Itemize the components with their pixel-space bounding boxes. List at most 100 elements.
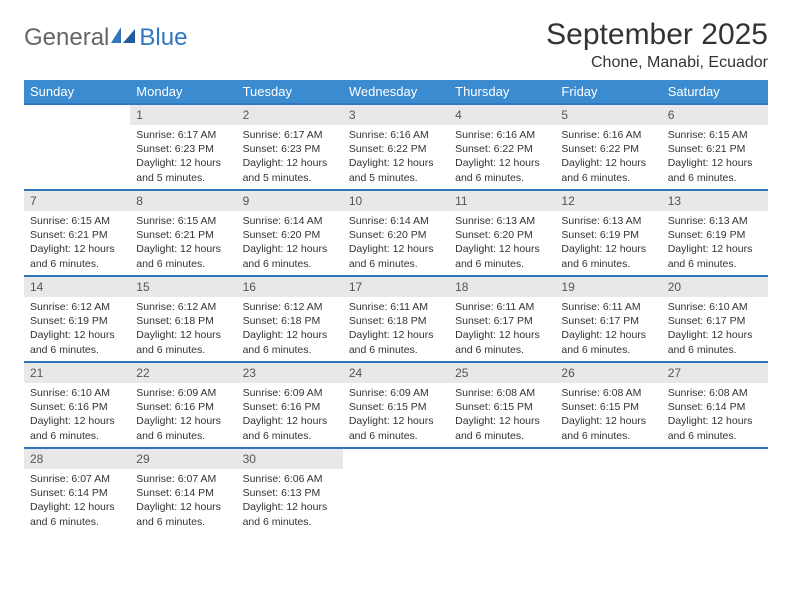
day-number: 14 xyxy=(24,277,130,297)
calendar-week-row: 1Sunrise: 6:17 AMSunset: 6:23 PMDaylight… xyxy=(24,104,768,190)
sunset-text: Sunset: 6:17 PM xyxy=(668,314,762,328)
daylight-text: Daylight: 12 hours and 6 minutes. xyxy=(455,242,549,270)
weekday-header: Friday xyxy=(555,80,661,104)
weekday-header: Sunday xyxy=(24,80,130,104)
sunrise-text: Sunrise: 6:06 AM xyxy=(243,472,337,486)
sunset-text: Sunset: 6:20 PM xyxy=(349,228,443,242)
day-details: Sunrise: 6:13 AMSunset: 6:19 PMDaylight:… xyxy=(662,211,768,275)
weekday-header: Wednesday xyxy=(343,80,449,104)
calendar-day-cell: 11Sunrise: 6:13 AMSunset: 6:20 PMDayligh… xyxy=(449,190,555,276)
sunrise-text: Sunrise: 6:10 AM xyxy=(30,386,124,400)
sunrise-text: Sunrise: 6:12 AM xyxy=(30,300,124,314)
weekday-header: Monday xyxy=(130,80,236,104)
calendar-week-row: 14Sunrise: 6:12 AMSunset: 6:19 PMDayligh… xyxy=(24,276,768,362)
sunrise-text: Sunrise: 6:09 AM xyxy=(243,386,337,400)
day-details: Sunrise: 6:12 AMSunset: 6:18 PMDaylight:… xyxy=(130,297,236,361)
day-number: 16 xyxy=(237,277,343,297)
day-number: 9 xyxy=(237,191,343,211)
sunset-text: Sunset: 6:17 PM xyxy=(455,314,549,328)
calendar-day-cell: 10Sunrise: 6:14 AMSunset: 6:20 PMDayligh… xyxy=(343,190,449,276)
calendar-day-cell: 30Sunrise: 6:06 AMSunset: 6:13 PMDayligh… xyxy=(237,448,343,534)
calendar-day-cell: 28Sunrise: 6:07 AMSunset: 6:14 PMDayligh… xyxy=(24,448,130,534)
day-details: Sunrise: 6:13 AMSunset: 6:19 PMDaylight:… xyxy=(555,211,661,275)
daylight-text: Daylight: 12 hours and 6 minutes. xyxy=(30,242,124,270)
day-number: 21 xyxy=(24,363,130,383)
header: General Blue September 2025 Chone, Manab… xyxy=(24,18,768,72)
location: Chone, Manabi, Ecuador xyxy=(546,54,768,72)
calendar-day-cell xyxy=(24,104,130,190)
daylight-text: Daylight: 12 hours and 6 minutes. xyxy=(30,328,124,356)
daylight-text: Daylight: 12 hours and 6 minutes. xyxy=(668,242,762,270)
day-details: Sunrise: 6:09 AMSunset: 6:16 PMDaylight:… xyxy=(237,383,343,447)
day-number: 11 xyxy=(449,191,555,211)
calendar-day-cell xyxy=(343,448,449,534)
sunset-text: Sunset: 6:15 PM xyxy=(561,400,655,414)
sunrise-text: Sunrise: 6:15 AM xyxy=(136,214,230,228)
daylight-text: Daylight: 12 hours and 6 minutes. xyxy=(668,414,762,442)
daylight-text: Daylight: 12 hours and 6 minutes. xyxy=(136,242,230,270)
day-details: Sunrise: 6:12 AMSunset: 6:18 PMDaylight:… xyxy=(237,297,343,361)
day-number: 5 xyxy=(555,105,661,125)
day-details: Sunrise: 6:17 AMSunset: 6:23 PMDaylight:… xyxy=(130,125,236,189)
day-details: Sunrise: 6:12 AMSunset: 6:19 PMDaylight:… xyxy=(24,297,130,361)
weekday-header: Thursday xyxy=(449,80,555,104)
day-number: 24 xyxy=(343,363,449,383)
daylight-text: Daylight: 12 hours and 6 minutes. xyxy=(243,500,337,528)
sunset-text: Sunset: 6:22 PM xyxy=(455,142,549,156)
sunrise-text: Sunrise: 6:13 AM xyxy=(668,214,762,228)
calendar-day-cell: 14Sunrise: 6:12 AMSunset: 6:19 PMDayligh… xyxy=(24,276,130,362)
sunrise-text: Sunrise: 6:11 AM xyxy=(349,300,443,314)
calendar-day-cell: 8Sunrise: 6:15 AMSunset: 6:21 PMDaylight… xyxy=(130,190,236,276)
day-details: Sunrise: 6:08 AMSunset: 6:15 PMDaylight:… xyxy=(449,383,555,447)
calendar-day-cell: 29Sunrise: 6:07 AMSunset: 6:14 PMDayligh… xyxy=(130,448,236,534)
calendar-day-cell: 15Sunrise: 6:12 AMSunset: 6:18 PMDayligh… xyxy=(130,276,236,362)
sunset-text: Sunset: 6:14 PM xyxy=(136,486,230,500)
day-number: 10 xyxy=(343,191,449,211)
daylight-text: Daylight: 12 hours and 6 minutes. xyxy=(243,328,337,356)
sunset-text: Sunset: 6:16 PM xyxy=(30,400,124,414)
weekday-header: Saturday xyxy=(662,80,768,104)
calendar-week-row: 28Sunrise: 6:07 AMSunset: 6:14 PMDayligh… xyxy=(24,448,768,534)
sunrise-text: Sunrise: 6:16 AM xyxy=(455,128,549,142)
sunset-text: Sunset: 6:20 PM xyxy=(455,228,549,242)
day-details: Sunrise: 6:16 AMSunset: 6:22 PMDaylight:… xyxy=(555,125,661,189)
day-details: Sunrise: 6:10 AMSunset: 6:16 PMDaylight:… xyxy=(24,383,130,447)
sunset-text: Sunset: 6:22 PM xyxy=(349,142,443,156)
daylight-text: Daylight: 12 hours and 6 minutes. xyxy=(243,414,337,442)
day-details: Sunrise: 6:09 AMSunset: 6:15 PMDaylight:… xyxy=(343,383,449,447)
daylight-text: Daylight: 12 hours and 6 minutes. xyxy=(349,414,443,442)
sunrise-text: Sunrise: 6:10 AM xyxy=(668,300,762,314)
sunrise-text: Sunrise: 6:07 AM xyxy=(30,472,124,486)
day-details: Sunrise: 6:15 AMSunset: 6:21 PMDaylight:… xyxy=(130,211,236,275)
sunset-text: Sunset: 6:21 PM xyxy=(668,142,762,156)
day-number: 17 xyxy=(343,277,449,297)
calendar-day-cell: 4Sunrise: 6:16 AMSunset: 6:22 PMDaylight… xyxy=(449,104,555,190)
calendar-day-cell: 6Sunrise: 6:15 AMSunset: 6:21 PMDaylight… xyxy=(662,104,768,190)
daylight-text: Daylight: 12 hours and 6 minutes. xyxy=(136,328,230,356)
day-number: 30 xyxy=(237,449,343,469)
daylight-text: Daylight: 12 hours and 5 minutes. xyxy=(243,156,337,184)
calendar-day-cell: 22Sunrise: 6:09 AMSunset: 6:16 PMDayligh… xyxy=(130,362,236,448)
day-number: 12 xyxy=(555,191,661,211)
day-details: Sunrise: 6:15 AMSunset: 6:21 PMDaylight:… xyxy=(662,125,768,189)
calendar-day-cell: 3Sunrise: 6:16 AMSunset: 6:22 PMDaylight… xyxy=(343,104,449,190)
sunrise-text: Sunrise: 6:17 AM xyxy=(136,128,230,142)
sunset-text: Sunset: 6:18 PM xyxy=(136,314,230,328)
sunset-text: Sunset: 6:14 PM xyxy=(30,486,124,500)
sunrise-text: Sunrise: 6:11 AM xyxy=(455,300,549,314)
day-details: Sunrise: 6:11 AMSunset: 6:17 PMDaylight:… xyxy=(555,297,661,361)
sunset-text: Sunset: 6:23 PM xyxy=(136,142,230,156)
brand-logo: General Blue xyxy=(24,18,187,52)
day-details: Sunrise: 6:09 AMSunset: 6:16 PMDaylight:… xyxy=(130,383,236,447)
sunrise-text: Sunrise: 6:16 AM xyxy=(561,128,655,142)
day-details: Sunrise: 6:07 AMSunset: 6:14 PMDaylight:… xyxy=(24,469,130,533)
daylight-text: Daylight: 12 hours and 5 minutes. xyxy=(349,156,443,184)
day-number: 26 xyxy=(555,363,661,383)
sunset-text: Sunset: 6:16 PM xyxy=(243,400,337,414)
day-number: 2 xyxy=(237,105,343,125)
calendar-day-cell: 27Sunrise: 6:08 AMSunset: 6:14 PMDayligh… xyxy=(662,362,768,448)
sunrise-text: Sunrise: 6:12 AM xyxy=(136,300,230,314)
weekday-header-row: Sunday Monday Tuesday Wednesday Thursday… xyxy=(24,80,768,104)
daylight-text: Daylight: 12 hours and 6 minutes. xyxy=(30,414,124,442)
day-details: Sunrise: 6:11 AMSunset: 6:17 PMDaylight:… xyxy=(449,297,555,361)
